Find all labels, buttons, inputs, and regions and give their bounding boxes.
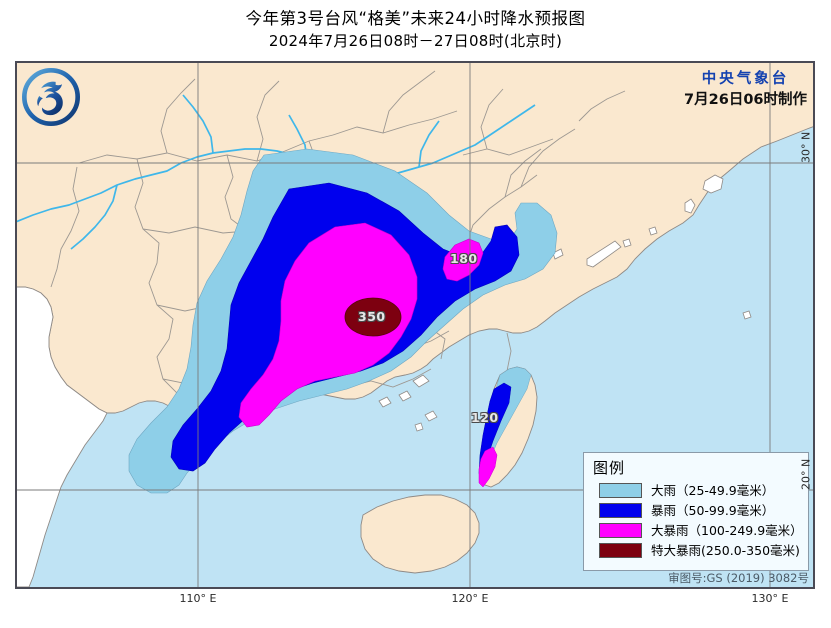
legend-label-big-rainstorm: 大暴雨（100-249.9毫米） <box>651 522 803 538</box>
page-title: 今年第3号台风“格美”未来24小时降水预报图 2024年7月26日08时－27日… <box>0 8 831 52</box>
legend-label-heavy-rain: 大雨（25-49.9毫米） <box>651 482 775 498</box>
legend-item-rainstorm: 暴雨（50-99.9毫米） <box>593 500 800 520</box>
axis-label-120E: 120° E <box>451 592 489 605</box>
foreign-land-indochina <box>17 286 108 587</box>
taiwan-rain-big-rainstorm <box>478 446 498 488</box>
axis-label-110E: 110° E <box>179 592 217 605</box>
legend-swatch-rainstorm <box>599 502 642 518</box>
legend-swatch-big-rainstorm <box>599 522 642 538</box>
legend-title: 图例 <box>593 459 626 477</box>
legend-item-extreme-rainstorm: 特大暴雨(250.0-350毫米) <box>593 540 800 560</box>
legend-swatch-heavy-rain <box>599 482 642 498</box>
issue-time: 7月26日06时制作 <box>684 91 807 108</box>
agency-name: 中央气象台 <box>701 71 790 87</box>
map-canvas[interactable]: 350 180 120 <box>15 61 815 589</box>
cma-logo-icon <box>22 68 80 126</box>
legend-item-big-rainstorm: 大暴雨（100-249.9毫米） <box>593 520 803 540</box>
map-graphics <box>17 63 813 587</box>
rain-core-extreme-rainstorm <box>344 297 402 337</box>
axis-label-20N: 20° N <box>799 458 813 490</box>
strait-small-islands <box>414 410 438 432</box>
contour-label-350: 350 <box>358 309 386 324</box>
legend-box: 图例 大雨（25-49.9毫米） 暴雨（50-99.9毫米） 大暴雨（100-2… <box>583 452 809 571</box>
axis-label-30N: 30° N <box>799 131 813 163</box>
rain-band-big-rainstorm-coastal <box>442 238 484 282</box>
legend-swatch-extreme-rainstorm <box>599 542 642 558</box>
legend-item-heavy-rain: 大雨（25-49.9毫米） <box>593 480 800 500</box>
rain-band-big-rainstorm <box>238 222 418 428</box>
contour-label-120: 120 <box>471 410 499 425</box>
legend-label-extreme-rainstorm: 特大暴雨(250.0-350毫米) <box>651 542 800 558</box>
title-line-1: 今年第3号台风“格美”未来24小时降水预报图 <box>245 9 586 28</box>
axis-label-130E: 130° E <box>751 592 789 605</box>
contour-label-180: 180 <box>450 251 478 266</box>
hainan-island <box>360 494 480 574</box>
issuing-agency-block: 中央气象台 7月26日06时制作 <box>684 70 807 109</box>
legend-label-rainstorm: 暴雨（50-99.9毫米） <box>651 502 775 518</box>
title-line-2: 2024年7月26日08时－27日08时(北京时) <box>268 32 563 50</box>
map-approval-number: 审图号:GS (2019) 3082号 <box>668 571 809 585</box>
